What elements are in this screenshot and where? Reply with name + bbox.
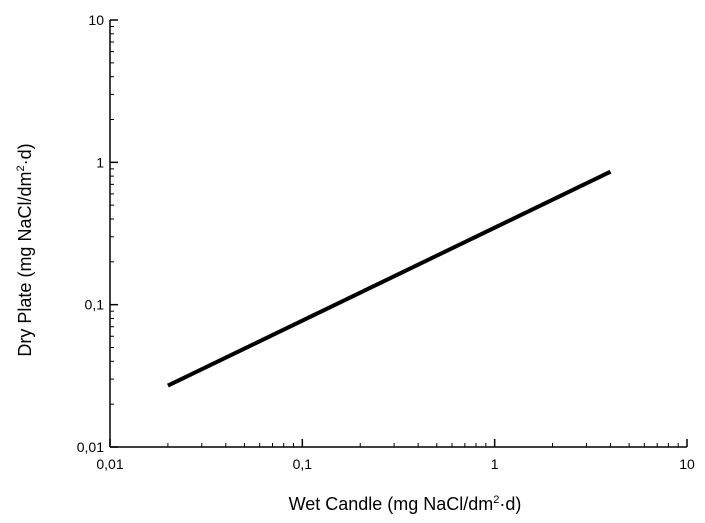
x-tick-label: 10 <box>679 456 695 472</box>
y-tick-label: 0,01 <box>77 439 104 455</box>
x-axis-title-text: Wet Candle (mg NaCl/dm <box>289 494 494 514</box>
x-axis-title: Wet Candle (mg NaCl/dm2·d) <box>289 494 522 514</box>
tick-labels: 0,01 0,1 1 10 0,01 0,1 1 10 <box>77 12 695 472</box>
y-tick-label: 10 <box>88 12 104 28</box>
y-axis-title: Dry Plate (mg NaCl/dm2·d) <box>15 143 35 356</box>
x-tick-label: 0,01 <box>96 456 123 472</box>
x-axis-title-suffix: ·d) <box>499 494 521 514</box>
series-line <box>167 169 612 388</box>
y-tick-label: 1 <box>96 154 104 170</box>
y-tick-label: 0,1 <box>85 297 105 313</box>
x-axis-title-superscript: 2 <box>493 494 499 506</box>
y-axis-title-superscript: 2 <box>15 165 27 171</box>
major-ticks <box>109 19 688 448</box>
minor-ticks <box>110 26 679 447</box>
y-axis-title-text: Dry Plate (mg NaCl/dm <box>15 172 35 357</box>
x-tick-label: 1 <box>491 456 499 472</box>
series-layer <box>167 169 612 388</box>
y-axis-title-suffix: ·d) <box>15 143 35 165</box>
x-tick-label: 0,1 <box>293 456 313 472</box>
